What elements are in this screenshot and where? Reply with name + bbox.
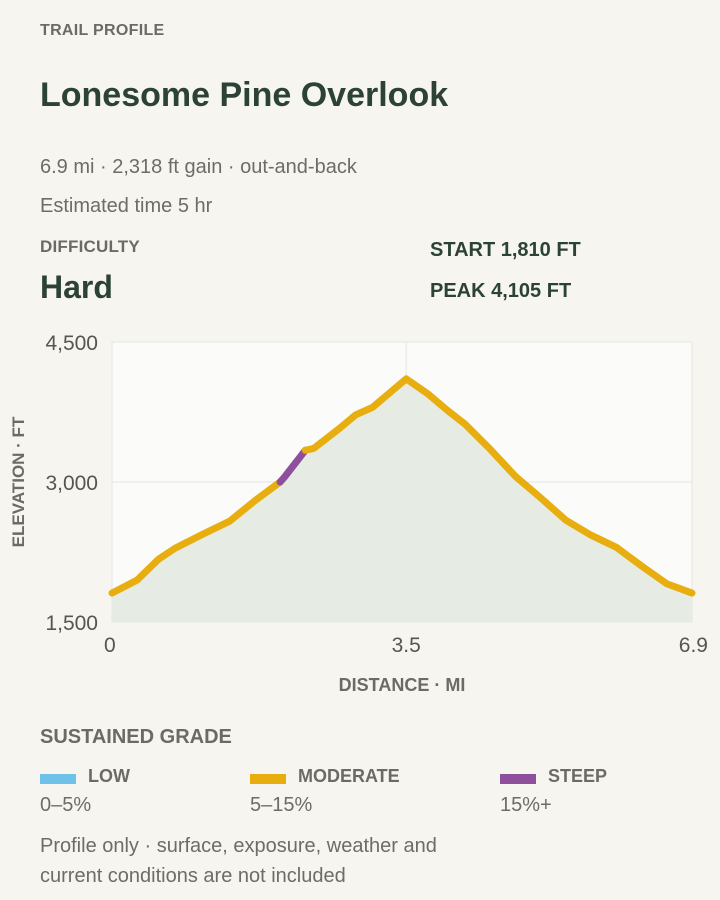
legend-swatch-moderate bbox=[250, 774, 286, 784]
y-tick-label: 3,000 bbox=[45, 472, 98, 495]
grade-segment-moderate bbox=[301, 375, 696, 597]
elevation-chart: 1,500 3,000 4,500 0 3.5 6.9 DISTANCE · MI EL… bbox=[9, 332, 708, 695]
legend-swatch-low bbox=[40, 774, 76, 784]
legend-title: SUSTAINED GRADE bbox=[40, 726, 232, 748]
peak-elevation: PEAK 4,105 FT bbox=[430, 280, 572, 302]
trail-title: Lonesome Pine Overlook bbox=[40, 76, 449, 114]
legend-range: 15%+ bbox=[500, 794, 552, 816]
difficulty-value: Hard bbox=[40, 269, 113, 305]
trail-meta: 6.9 mi · 2,318 ft gain · out-and-back bbox=[40, 156, 357, 178]
y-tick-label: 4,500 bbox=[45, 332, 98, 355]
start-elevation: START 1,810 FT bbox=[430, 239, 581, 261]
footnote-line: current conditions are not included bbox=[40, 865, 346, 887]
elevation-line bbox=[108, 375, 696, 597]
y-axis-label: ELEVATION · FT bbox=[9, 416, 28, 547]
x-axis-ticks: 0 3.5 6.9 bbox=[104, 634, 708, 657]
x-axis-label: DISTANCE · MI bbox=[339, 675, 466, 695]
legend-name: MODERATE bbox=[298, 766, 400, 786]
x-tick-label: 6.9 bbox=[679, 634, 708, 657]
grade-segment-steep bbox=[276, 446, 309, 486]
elevation-area bbox=[112, 378, 692, 622]
section-eyebrow: TRAIL PROFILE bbox=[40, 22, 165, 39]
estimated-time: Estimated time 5 hr bbox=[40, 195, 213, 217]
grade-segment-moderate bbox=[108, 478, 284, 597]
y-tick-label: 1,500 bbox=[45, 612, 98, 635]
legend-range: 5–15% bbox=[250, 794, 313, 816]
legend-name: LOW bbox=[88, 766, 130, 786]
footnote-line: Profile only · surface, exposure, weathe… bbox=[40, 835, 437, 857]
footnote: Profile only · surface, exposure, weathe… bbox=[40, 831, 500, 891]
difficulty-label: DIFFICULTY bbox=[40, 237, 140, 256]
x-tick-label: 0 bbox=[104, 634, 116, 657]
legend-name: STEEP bbox=[548, 766, 608, 786]
x-tick-label: 3.5 bbox=[392, 634, 421, 657]
legend-swatch-steep bbox=[500, 774, 536, 784]
y-axis-ticks: 1,500 3,000 4,500 bbox=[45, 332, 98, 635]
legend-range: 0–5% bbox=[40, 794, 92, 816]
